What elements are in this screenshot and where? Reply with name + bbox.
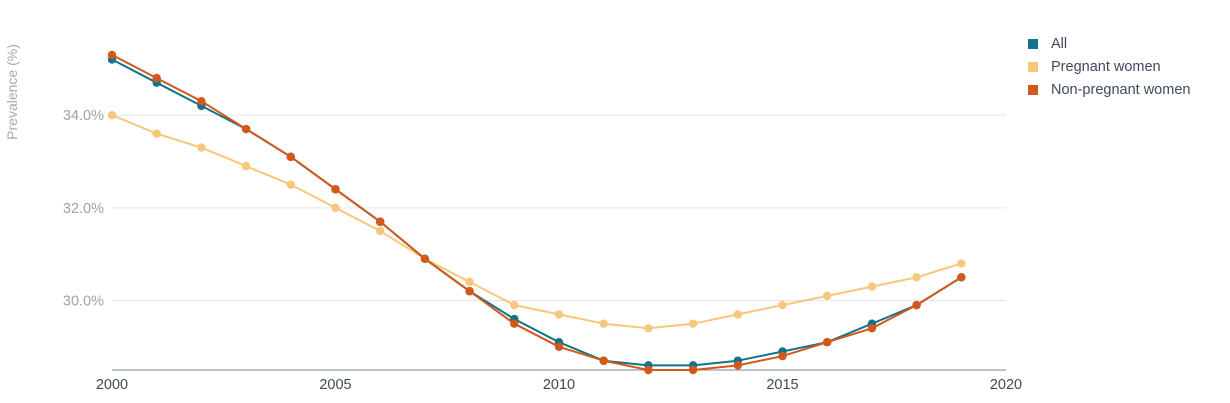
data-point-pregnant-women[interactable] bbox=[286, 180, 295, 189]
x-tick-label: 2005 bbox=[319, 377, 351, 393]
data-point-non-pregnant-women[interactable] bbox=[823, 337, 832, 347]
data-point-non-pregnant-women[interactable] bbox=[465, 287, 474, 296]
series-all bbox=[107, 55, 966, 370]
data-point-pregnant-women[interactable] bbox=[957, 259, 966, 268]
data-point-non-pregnant-women[interactable] bbox=[510, 319, 519, 328]
x-tick-label: 2020 bbox=[990, 377, 1022, 393]
data-point-pregnant-women[interactable] bbox=[733, 310, 742, 319]
data-point-pregnant-women[interactable] bbox=[241, 161, 251, 171]
y-tick-label: 34.0% bbox=[63, 108, 104, 124]
data-point-pregnant-women[interactable] bbox=[465, 277, 474, 287]
y-tick-labels: 30.0% 32.0% 34.0% bbox=[63, 108, 104, 309]
legend-item-pregnant-women[interactable]: Pregnant women bbox=[1028, 55, 1190, 78]
series-line-all bbox=[111, 58, 962, 367]
data-point-non-pregnant-women[interactable] bbox=[197, 97, 206, 106]
data-point-non-pregnant-women[interactable] bbox=[331, 185, 340, 194]
legend-label-all: All bbox=[1051, 35, 1068, 52]
data-point-pregnant-women[interactable] bbox=[599, 319, 608, 328]
data-point-pregnant-women[interactable] bbox=[554, 310, 564, 319]
data-point-non-pregnant-women[interactable] bbox=[599, 356, 608, 365]
x-tick-label: 2015 bbox=[766, 377, 798, 393]
grid-lines bbox=[112, 114, 1006, 301]
data-point-non-pregnant-women[interactable] bbox=[867, 324, 877, 333]
data-point-non-pregnant-women[interactable] bbox=[241, 124, 251, 134]
x-tick-labels: 2000 2005 2010 2015 2020 bbox=[96, 377, 1022, 393]
y-tick-label: 32.0% bbox=[63, 201, 104, 217]
legend-item-non-pregnant-women[interactable]: Non-pregnant women bbox=[1028, 78, 1190, 101]
data-point-pregnant-women[interactable] bbox=[778, 300, 787, 310]
y-tick-label: 30.0% bbox=[63, 293, 104, 309]
data-point-pregnant-women[interactable] bbox=[912, 273, 921, 282]
legend-item-all[interactable]: All bbox=[1028, 32, 1190, 55]
legend-swatch-non-pregnant-women bbox=[1028, 84, 1038, 95]
legend-swatch-all bbox=[1028, 38, 1038, 49]
legend-label-pregnant-women: Pregnant women bbox=[1051, 58, 1161, 75]
data-point-non-pregnant-women[interactable] bbox=[152, 73, 161, 83]
data-point-non-pregnant-women[interactable] bbox=[420, 254, 430, 263]
series-line-non-pregnant-women bbox=[111, 54, 962, 371]
legend: All Pregnant women Non-pregnant women bbox=[1028, 32, 1190, 101]
x-tick-label: 2010 bbox=[543, 377, 575, 393]
data-point-pregnant-women[interactable] bbox=[688, 319, 698, 328]
data-point-non-pregnant-women[interactable] bbox=[554, 342, 564, 352]
series-non-pregnant-women bbox=[107, 50, 966, 375]
data-point-pregnant-women[interactable] bbox=[107, 110, 117, 120]
data-point-non-pregnant-women[interactable] bbox=[644, 365, 653, 375]
y-axis-label: Prevalence (%) bbox=[4, 44, 20, 140]
data-point-non-pregnant-women[interactable] bbox=[286, 152, 295, 162]
data-point-non-pregnant-women[interactable] bbox=[957, 273, 966, 282]
series-pregnant-women bbox=[107, 110, 966, 333]
series-line-pregnant-women bbox=[111, 114, 962, 330]
data-point-non-pregnant-women[interactable] bbox=[733, 361, 742, 370]
data-point-pregnant-women[interactable] bbox=[197, 143, 206, 152]
data-point-pregnant-women[interactable] bbox=[510, 300, 519, 310]
legend-label-non-pregnant-women: Non-pregnant women bbox=[1051, 81, 1191, 98]
x-tick-label: 2000 bbox=[96, 377, 128, 393]
data-point-pregnant-women[interactable] bbox=[644, 324, 653, 333]
series-lines bbox=[107, 50, 966, 375]
data-point-non-pregnant-women[interactable] bbox=[107, 50, 117, 60]
data-point-pregnant-women[interactable] bbox=[331, 203, 340, 213]
data-point-non-pregnant-women[interactable] bbox=[376, 217, 385, 226]
data-point-non-pregnant-women[interactable] bbox=[778, 351, 787, 361]
data-point-pregnant-women[interactable] bbox=[376, 226, 385, 236]
legend-swatch-pregnant-women bbox=[1028, 61, 1038, 72]
data-point-pregnant-women[interactable] bbox=[823, 291, 832, 301]
data-point-non-pregnant-women[interactable] bbox=[688, 365, 698, 375]
data-point-pregnant-women[interactable] bbox=[152, 129, 161, 138]
data-point-non-pregnant-women[interactable] bbox=[912, 300, 921, 310]
data-point-pregnant-women[interactable] bbox=[867, 282, 877, 291]
